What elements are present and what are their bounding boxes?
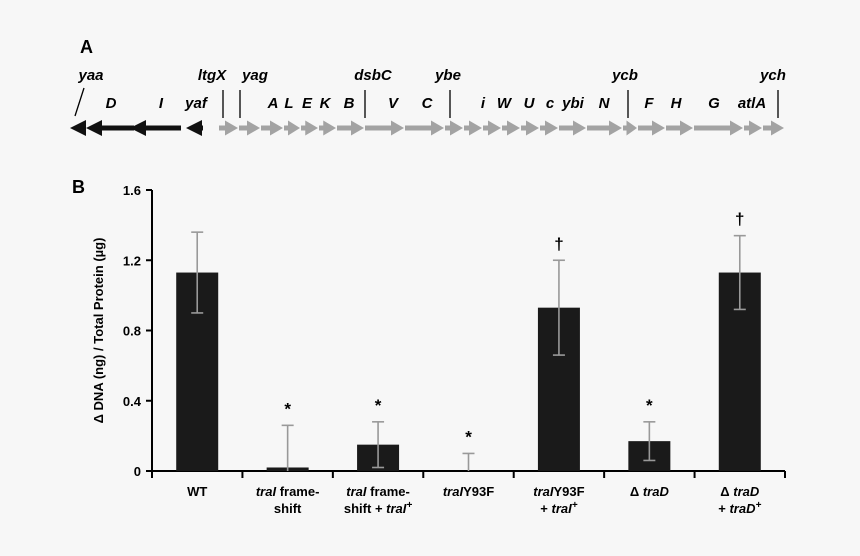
- gene-label-W: W: [497, 95, 513, 112]
- gene-arrow-light-7: [337, 120, 364, 136]
- gene-arrow-light-17: [587, 120, 622, 136]
- gene-boundary-tick-yaa: [74, 87, 85, 117]
- gene-label-B: B: [344, 95, 355, 112]
- y-tick-label-2: 0.8: [123, 324, 141, 339]
- gene-arrow-light-15: [540, 120, 558, 136]
- gene-label-E: E: [302, 95, 313, 112]
- gene-arrow-light-3: [261, 120, 283, 136]
- x-tick-label-0-0: WT: [187, 484, 207, 499]
- gene-label-ych: ych: [759, 67, 786, 84]
- gene-arrow-light-11: [464, 120, 482, 136]
- gene-arrow-light-8: [365, 120, 404, 136]
- x-tick-label-6-0: Δ traD: [720, 484, 760, 499]
- gene-label-atlA: atlA: [738, 95, 766, 112]
- gene-arrow-light-9: [405, 120, 444, 136]
- gene-arrow-light-20: [666, 120, 693, 136]
- gene-label-ybe: ybe: [434, 67, 461, 84]
- y-tick-label-4: 1.6: [123, 183, 141, 198]
- gene-arrow-light-5: [301, 120, 318, 136]
- gene-label-ycb: ycb: [611, 67, 638, 84]
- gene-label-G: G: [708, 95, 720, 112]
- gene-arrow-light-14: [521, 120, 539, 136]
- x-tick-label-4-1: + traI+​: [540, 500, 577, 516]
- significance-marker-4: †: [554, 234, 563, 253]
- gene-label-dsbC: dsbC: [354, 67, 393, 84]
- panel-b-label: B: [72, 177, 85, 197]
- gene-label-U: U: [524, 95, 536, 112]
- x-tick-label-2-1: shift + traI+​: [344, 500, 413, 516]
- gene-arrow-light-6: [319, 120, 336, 136]
- gene-arrow-light-1: [219, 120, 238, 136]
- gene-arrow-light-18: [623, 120, 637, 136]
- gene-arrow-light-10: [445, 120, 463, 136]
- gene-arrow-light-13: [502, 120, 520, 136]
- gene-arrow-dark-4: [186, 120, 203, 136]
- gene-arrow-light-4: [284, 120, 300, 136]
- x-tick-label-3-0: traIY93F: [443, 484, 494, 499]
- gene-label-ltgX: ltgX: [198, 67, 227, 84]
- gene-label-H: H: [671, 95, 683, 112]
- panel-a-label: A: [80, 37, 93, 57]
- gene-label-V: V: [388, 95, 400, 112]
- gene-arrow-light-2: [239, 120, 260, 136]
- gene-arrow-dark-2: [86, 120, 134, 136]
- gene-arrow-light-21: [694, 120, 743, 136]
- gene-arrow-light-19: [638, 120, 665, 136]
- gene-arrow-light-22: [744, 120, 762, 136]
- gene-label-N: N: [599, 95, 611, 112]
- x-tick-label-5-0: Δ traD: [630, 484, 670, 499]
- x-tick-label-6-1: + traD+​: [718, 500, 761, 516]
- gene-arrow-dark-3: [130, 120, 181, 136]
- x-tick-label-4-0: traIY93F: [533, 484, 584, 499]
- bar-chart: Δ DNA (ng) / Total Protein (µg) 0 0.4 0.8 1…: [91, 183, 786, 516]
- x-tick-label-1-1: shift: [274, 501, 302, 516]
- gene-arrow-light-23: [763, 120, 784, 136]
- gene-label-yaa: yaa: [77, 67, 103, 84]
- gene-arrow-light-12: [483, 120, 501, 136]
- gene-label-yaf: yaf: [184, 95, 209, 112]
- gene-label-I: I: [159, 95, 164, 112]
- gene-label-i: i: [481, 95, 486, 112]
- gene-arrow-dark-1: [70, 120, 86, 136]
- y-tick-label-0: 0: [134, 464, 141, 479]
- gene-label-L: L: [284, 95, 293, 112]
- significance-marker-5: *: [646, 396, 653, 415]
- y-tick-label-1: 0.4: [123, 394, 142, 409]
- gene-label-A: A: [267, 95, 279, 112]
- significance-marker-3: *: [465, 427, 472, 446]
- gene-label-C: C: [422, 95, 434, 112]
- gene-map: [70, 120, 784, 136]
- gene-label-ybi: ybi: [561, 95, 585, 112]
- gene-label-K: K: [320, 95, 332, 112]
- x-tick-label-2-0: traI frame-: [346, 484, 410, 499]
- significance-marker-2: *: [375, 396, 382, 415]
- gene-arrow-light-16: [559, 120, 586, 136]
- gene-label-D: D: [106, 95, 117, 112]
- x-tick-label-1-0: traI frame-: [256, 484, 320, 499]
- significance-marker-6: †: [735, 210, 744, 229]
- gene-label-c: c: [546, 95, 555, 112]
- gene-label-F: F: [644, 95, 654, 112]
- significance-marker-1: *: [284, 399, 291, 418]
- gene-label-yag: yag: [241, 67, 268, 84]
- y-axis-label: Δ DNA (ng) / Total Protein (µg): [91, 238, 106, 424]
- y-tick-label-3: 1.2: [123, 253, 141, 268]
